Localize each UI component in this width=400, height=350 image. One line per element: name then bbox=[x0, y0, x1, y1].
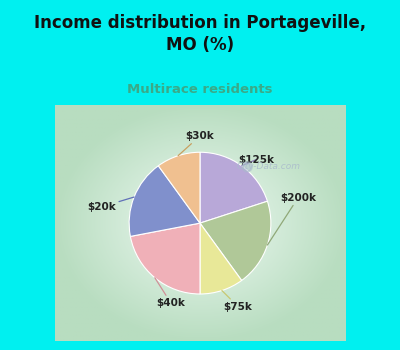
Text: $30k: $30k bbox=[178, 131, 214, 156]
Text: City-Data.com: City-Data.com bbox=[236, 162, 300, 171]
Wedge shape bbox=[130, 223, 200, 294]
Circle shape bbox=[242, 162, 252, 172]
Wedge shape bbox=[200, 201, 271, 280]
Text: Multirace residents: Multirace residents bbox=[127, 83, 273, 96]
Text: $40k: $40k bbox=[155, 278, 185, 308]
Text: $75k: $75k bbox=[222, 290, 253, 312]
Wedge shape bbox=[129, 166, 200, 236]
Wedge shape bbox=[158, 152, 200, 223]
Wedge shape bbox=[200, 223, 242, 294]
Text: Income distribution in Portageville,
MO (%): Income distribution in Portageville, MO … bbox=[34, 14, 366, 54]
Text: $125k: $125k bbox=[238, 154, 274, 166]
Text: $200k: $200k bbox=[268, 193, 316, 245]
Wedge shape bbox=[200, 152, 268, 223]
Text: $20k: $20k bbox=[88, 197, 134, 212]
